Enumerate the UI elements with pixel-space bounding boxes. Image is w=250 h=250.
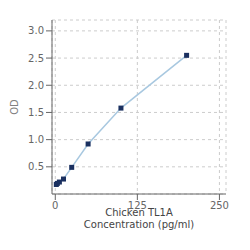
svg-text:125: 125 xyxy=(128,200,147,211)
svg-text:2.0: 2.0 xyxy=(28,80,44,91)
svg-text:0.5: 0.5 xyxy=(28,161,44,172)
svg-text:250: 250 xyxy=(210,200,229,211)
svg-text:0: 0 xyxy=(52,200,58,211)
svg-text:1.5: 1.5 xyxy=(28,107,44,118)
svg-text:OD: OD xyxy=(9,99,20,115)
svg-text:2.5: 2.5 xyxy=(28,53,44,64)
svg-text:3.0: 3.0 xyxy=(28,25,44,36)
svg-text:1.0: 1.0 xyxy=(28,134,44,145)
